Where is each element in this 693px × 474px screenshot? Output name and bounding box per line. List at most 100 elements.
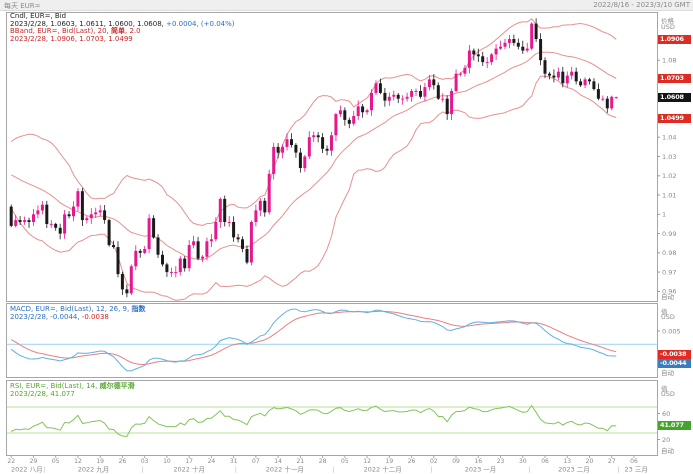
candle-body — [347, 119, 351, 124]
candle-body — [316, 135, 320, 138]
candle-body — [472, 50, 476, 55]
candle-body — [116, 247, 120, 275]
bollinger-upper-band-line — [10, 18, 617, 227]
candle-body — [561, 71, 565, 84]
candle-body — [183, 258, 187, 269]
day-tick-label: 27 — [608, 458, 616, 465]
day-tick-label: 05 — [341, 458, 349, 465]
macd-tick-label: 0.005 — [662, 327, 681, 335]
month-label: 2023 二月 — [558, 466, 590, 474]
rsi-axis-auto[interactable]: 自动 — [661, 447, 674, 455]
month-separator: | — [333, 466, 335, 474]
interval-symbol-selector[interactable]: 每天 EUR= — [4, 2, 41, 10]
candle-body — [485, 62, 489, 63]
candle-body — [543, 60, 547, 74]
day-tick-label: 23 — [497, 458, 505, 465]
candle-body — [45, 204, 49, 224]
candle-series-label[interactable]: Cndl, EUR=, Bid — [10, 12, 67, 20]
candle-body — [227, 222, 231, 223]
candle-body — [294, 144, 298, 153]
macd-pane[interactable] — [6, 303, 658, 378]
bband-matype-chip[interactable]: 简单 — [111, 27, 125, 36]
bollinger-lower-band-line — [10, 75, 617, 301]
bollinger-middle-band-line — [10, 51, 617, 261]
candle-body — [534, 23, 538, 39]
candle-body — [32, 214, 35, 222]
candle-body — [267, 173, 271, 213]
candle-body — [592, 81, 596, 90]
candle-body — [76, 191, 80, 207]
price-tick-label: 1.04 — [662, 134, 676, 142]
month-separator: | — [617, 466, 619, 474]
candle-body — [80, 191, 84, 221]
candle-body — [263, 200, 267, 213]
rsi-series-label[interactable]: RSI, EUR=, Bid(Last), 14, 威尔德平滑 — [10, 382, 135, 391]
candle-body — [383, 92, 387, 101]
candle-body — [539, 39, 543, 61]
ohlc-values: 2023/2/28, 1.0603, 1.0611, 1.0600, 1.060… — [10, 19, 164, 28]
price-axis-title: 价格 — [661, 17, 674, 25]
bband-series-label[interactable]: BBand, EUR=, Bid(Last), 20, 简单, 2.0 — [10, 27, 235, 36]
candle-body — [161, 254, 164, 265]
candle-body — [120, 274, 124, 290]
candle-body — [454, 73, 458, 91]
candle-body — [396, 94, 400, 99]
candle-body — [103, 210, 107, 220]
day-tick-label: 19 — [96, 458, 104, 465]
candle-body — [27, 220, 31, 222]
candle-body — [570, 71, 574, 76]
candle-body — [614, 97, 618, 99]
macd-matype-chip[interactable]: 指数 — [131, 305, 146, 313]
candle-body — [450, 91, 454, 115]
candle-body — [512, 39, 516, 43]
price-tick-label: 0.97 — [662, 268, 676, 276]
day-tick-label: 13 — [563, 458, 571, 465]
day-tick-label: 05 — [52, 458, 60, 465]
candle-body — [605, 98, 609, 109]
day-tick-label: 22 — [7, 458, 15, 465]
macd-series-label[interactable]: MACD, EUR=, Bid(Last), 12, 26, 9, 指数 — [10, 305, 146, 314]
candle-body — [325, 148, 329, 151]
candle-body — [490, 54, 494, 63]
candle-body — [129, 266, 133, 294]
macd-axis-auto[interactable]: 自动 — [661, 369, 674, 377]
candle-body — [23, 220, 27, 222]
candle-body — [72, 206, 75, 217]
candle-body — [298, 152, 302, 168]
rsi-smoothing-chip[interactable]: 威尔德平滑 — [99, 382, 135, 390]
candle-body — [241, 239, 244, 249]
candle-body — [187, 245, 191, 269]
macd-legend[interactable]: MACD, EUR=, Bid(Last), 12, 26, 9, 指数 202… — [10, 305, 146, 321]
candle-body — [125, 289, 129, 294]
rsi-params: RSI, EUR=, Bid(Last), 14, — [10, 382, 100, 390]
candle-body — [156, 237, 160, 255]
day-tick-label: 17 — [185, 458, 193, 465]
candle-body — [89, 214, 93, 219]
month-label: 23 三月 — [625, 466, 648, 474]
candle-body — [307, 137, 311, 157]
candle-body — [436, 85, 440, 99]
price-tick-label: 1 — [662, 211, 666, 219]
rsi-legend[interactable]: RSI, EUR=, Bid(Last), 14, 威尔德平滑 2023/2/2… — [10, 382, 135, 398]
candle-body — [107, 220, 111, 246]
day-tick-label: 29 — [30, 458, 38, 465]
month-label: 2023 一月 — [465, 466, 497, 474]
candle-body — [192, 241, 196, 246]
price-legend[interactable]: Cndl, EUR=, Bid 2023/2/28, 1.0603, 1.061… — [10, 12, 235, 43]
candle-body — [201, 256, 204, 259]
rsi-pane[interactable] — [6, 380, 658, 456]
candle-body — [214, 222, 218, 240]
price-pane[interactable] — [6, 12, 658, 302]
candle-body — [218, 198, 222, 222]
candle-body — [588, 79, 591, 82]
candle-body — [610, 96, 614, 109]
price-tick-label: 1.08 — [662, 56, 676, 64]
price-tick-label: 0.98 — [662, 249, 676, 257]
candle-body — [392, 94, 396, 97]
day-tick-label: 31 — [230, 458, 238, 465]
candle-body — [601, 98, 605, 100]
candle-body — [463, 67, 467, 74]
price-axis-auto[interactable]: 自动 — [661, 293, 674, 301]
candle-body — [459, 73, 462, 75]
